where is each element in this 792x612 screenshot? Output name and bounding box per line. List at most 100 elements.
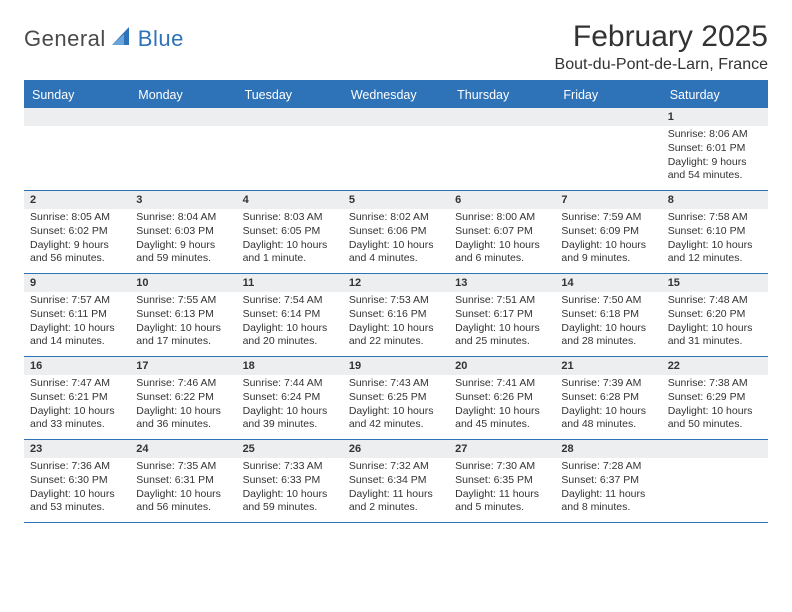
sunset: Sunset: 6:06 PM [349, 225, 443, 239]
day-cell: 9Sunrise: 7:57 AMSunset: 6:11 PMDaylight… [24, 274, 130, 356]
sunset: Sunset: 6:21 PM [30, 391, 124, 405]
day-body: Sunrise: 7:50 AMSunset: 6:18 PMDaylight:… [555, 292, 661, 353]
day-header: Saturday [662, 82, 768, 108]
sunrise: Sunrise: 7:58 AM [668, 211, 762, 225]
day-body: Sunrise: 8:00 AMSunset: 6:07 PMDaylight:… [449, 209, 555, 270]
day-cell: 11Sunrise: 7:54 AMSunset: 6:14 PMDayligh… [237, 274, 343, 356]
sunset: Sunset: 6:28 PM [561, 391, 655, 405]
day-cell [449, 108, 555, 190]
day-body: Sunrise: 8:04 AMSunset: 6:03 PMDaylight:… [130, 209, 236, 270]
day-body: Sunrise: 8:02 AMSunset: 6:06 PMDaylight:… [343, 209, 449, 270]
day-cell: 4Sunrise: 8:03 AMSunset: 6:05 PMDaylight… [237, 191, 343, 273]
day-header: Tuesday [237, 82, 343, 108]
day-number: 6 [449, 191, 555, 209]
sunset: Sunset: 6:13 PM [136, 308, 230, 322]
day-header: Friday [555, 82, 661, 108]
day-cell: 8Sunrise: 7:58 AMSunset: 6:10 PMDaylight… [662, 191, 768, 273]
day-number [343, 108, 449, 126]
daylight: Daylight: 10 hours and 22 minutes. [349, 322, 443, 349]
day-number [662, 440, 768, 458]
day-number: 1 [662, 108, 768, 126]
day-number: 15 [662, 274, 768, 292]
sunrise: Sunrise: 8:06 AM [668, 128, 762, 142]
day-number: 21 [555, 357, 661, 375]
day-number: 23 [24, 440, 130, 458]
daylight: Daylight: 11 hours and 2 minutes. [349, 488, 443, 515]
day-number: 26 [343, 440, 449, 458]
sunset: Sunset: 6:31 PM [136, 474, 230, 488]
sunset: Sunset: 6:05 PM [243, 225, 337, 239]
sunset: Sunset: 6:20 PM [668, 308, 762, 322]
sunset: Sunset: 6:26 PM [455, 391, 549, 405]
sunrise: Sunrise: 8:02 AM [349, 211, 443, 225]
sunset: Sunset: 6:10 PM [668, 225, 762, 239]
daylight: Daylight: 10 hours and 33 minutes. [30, 405, 124, 432]
sunset: Sunset: 6:24 PM [243, 391, 337, 405]
daylight: Daylight: 10 hours and 6 minutes. [455, 239, 549, 266]
day-number [24, 108, 130, 126]
daylight: Daylight: 10 hours and 9 minutes. [561, 239, 655, 266]
logo: General Blue [24, 26, 184, 52]
day-number: 19 [343, 357, 449, 375]
day-cell [130, 108, 236, 190]
sunrise: Sunrise: 7:46 AM [136, 377, 230, 391]
day-body [130, 126, 236, 132]
daylight: Daylight: 10 hours and 50 minutes. [668, 405, 762, 432]
sunrise: Sunrise: 7:55 AM [136, 294, 230, 308]
week-row: 1Sunrise: 8:06 AMSunset: 6:01 PMDaylight… [24, 108, 768, 191]
day-number: 4 [237, 191, 343, 209]
day-number: 18 [237, 357, 343, 375]
sunrise: Sunrise: 7:33 AM [243, 460, 337, 474]
day-number: 28 [555, 440, 661, 458]
location: Bout-du-Pont-de-Larn, France [555, 56, 768, 74]
sunset: Sunset: 6:02 PM [30, 225, 124, 239]
day-body: Sunrise: 7:46 AMSunset: 6:22 PMDaylight:… [130, 375, 236, 436]
day-cell: 1Sunrise: 8:06 AMSunset: 6:01 PMDaylight… [662, 108, 768, 190]
day-body: Sunrise: 8:06 AMSunset: 6:01 PMDaylight:… [662, 126, 768, 187]
daylight: Daylight: 10 hours and 36 minutes. [136, 405, 230, 432]
sunrise: Sunrise: 8:05 AM [30, 211, 124, 225]
daylight: Daylight: 10 hours and 48 minutes. [561, 405, 655, 432]
day-header: Sunday [24, 82, 130, 108]
day-number: 12 [343, 274, 449, 292]
sunset: Sunset: 6:18 PM [561, 308, 655, 322]
sunset: Sunset: 6:35 PM [455, 474, 549, 488]
day-body [24, 126, 130, 132]
day-body: Sunrise: 8:03 AMSunset: 6:05 PMDaylight:… [237, 209, 343, 270]
day-cell [343, 108, 449, 190]
day-body: Sunrise: 7:55 AMSunset: 6:13 PMDaylight:… [130, 292, 236, 353]
day-header-row: Sunday Monday Tuesday Wednesday Thursday… [24, 82, 768, 108]
day-cell: 28Sunrise: 7:28 AMSunset: 6:37 PMDayligh… [555, 440, 661, 522]
day-cell: 5Sunrise: 8:02 AMSunset: 6:06 PMDaylight… [343, 191, 449, 273]
day-body: Sunrise: 7:32 AMSunset: 6:34 PMDaylight:… [343, 458, 449, 519]
daylight: Daylight: 10 hours and 14 minutes. [30, 322, 124, 349]
day-body: Sunrise: 7:53 AMSunset: 6:16 PMDaylight:… [343, 292, 449, 353]
day-body: Sunrise: 7:33 AMSunset: 6:33 PMDaylight:… [237, 458, 343, 519]
daylight: Daylight: 10 hours and 1 minute. [243, 239, 337, 266]
day-cell: 2Sunrise: 8:05 AMSunset: 6:02 PMDaylight… [24, 191, 130, 273]
sunset: Sunset: 6:37 PM [561, 474, 655, 488]
day-body: Sunrise: 7:48 AMSunset: 6:20 PMDaylight:… [662, 292, 768, 353]
day-number: 22 [662, 357, 768, 375]
header: General Blue February 2025 Bout-du-Pont-… [24, 20, 768, 74]
day-header: Monday [130, 82, 236, 108]
day-number [237, 108, 343, 126]
sunset: Sunset: 6:25 PM [349, 391, 443, 405]
sunset: Sunset: 6:09 PM [561, 225, 655, 239]
day-cell: 18Sunrise: 7:44 AMSunset: 6:24 PMDayligh… [237, 357, 343, 439]
sunset: Sunset: 6:01 PM [668, 142, 762, 156]
sunrise: Sunrise: 7:57 AM [30, 294, 124, 308]
day-cell: 24Sunrise: 7:35 AMSunset: 6:31 PMDayligh… [130, 440, 236, 522]
day-cell: 21Sunrise: 7:39 AMSunset: 6:28 PMDayligh… [555, 357, 661, 439]
sunrise: Sunrise: 7:43 AM [349, 377, 443, 391]
daylight: Daylight: 10 hours and 42 minutes. [349, 405, 443, 432]
daylight: Daylight: 10 hours and 53 minutes. [30, 488, 124, 515]
day-body: Sunrise: 7:51 AMSunset: 6:17 PMDaylight:… [449, 292, 555, 353]
sunrise: Sunrise: 7:47 AM [30, 377, 124, 391]
sunset: Sunset: 6:03 PM [136, 225, 230, 239]
day-body: Sunrise: 7:41 AMSunset: 6:26 PMDaylight:… [449, 375, 555, 436]
sunrise: Sunrise: 7:41 AM [455, 377, 549, 391]
day-number: 13 [449, 274, 555, 292]
sunset: Sunset: 6:16 PM [349, 308, 443, 322]
title-block: February 2025 Bout-du-Pont-de-Larn, Fran… [555, 20, 768, 74]
